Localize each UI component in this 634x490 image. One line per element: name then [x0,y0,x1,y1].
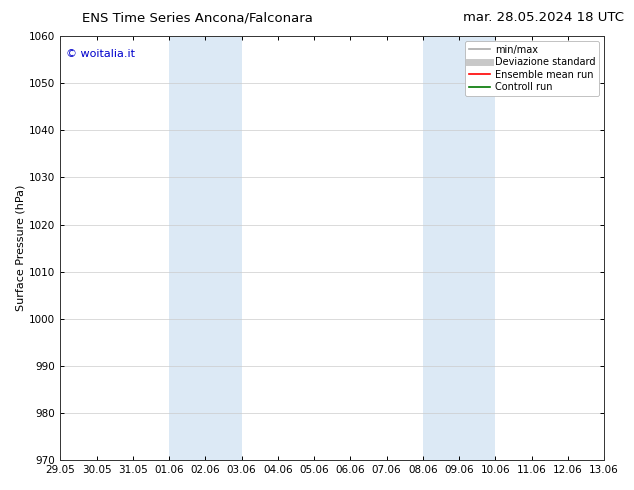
Legend: min/max, Deviazione standard, Ensemble mean run, Controll run: min/max, Deviazione standard, Ensemble m… [465,41,599,96]
Text: mar. 28.05.2024 18 UTC: mar. 28.05.2024 18 UTC [463,11,624,24]
Y-axis label: Surface Pressure (hPa): Surface Pressure (hPa) [15,185,25,311]
Text: ENS Time Series Ancona/Falconara: ENS Time Series Ancona/Falconara [82,11,313,24]
Bar [423,36,495,460]
Text: © woitalia.it: © woitalia.it [66,49,134,59]
Bar [169,36,242,460]
